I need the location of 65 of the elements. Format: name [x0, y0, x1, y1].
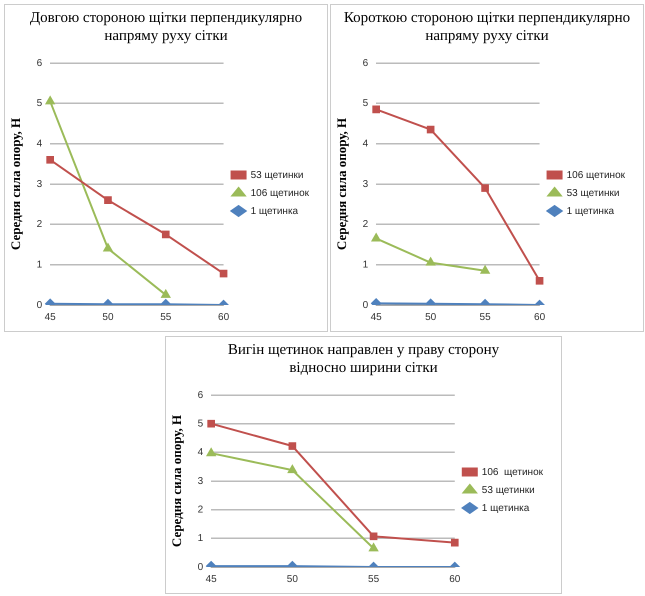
legend-label: 53 щетинки	[566, 188, 620, 199]
point	[480, 266, 490, 274]
legend-label: 1 щетинка	[482, 502, 530, 514]
point	[161, 290, 170, 298]
x-tick-label: 45	[44, 312, 56, 323]
x-tick-label: 45	[206, 574, 218, 585]
point	[46, 156, 54, 164]
point	[372, 233, 381, 242]
x-tick-label: 50	[425, 312, 437, 323]
legend-label: 1 щетинка	[250, 206, 299, 217]
point	[288, 442, 296, 450]
y-tick-label: 6	[198, 390, 204, 401]
y-tick-label: 2	[36, 219, 43, 230]
y-tick-label: 6	[362, 58, 369, 69]
y-tick-label: 1	[198, 533, 204, 544]
y-tick-label: 2	[362, 219, 369, 230]
y-tick-label: 4	[36, 138, 43, 150]
x-tick-label: 50	[102, 312, 114, 323]
y-tick-label: 6	[36, 58, 43, 69]
point	[426, 258, 436, 266]
legend-label: 106 щетинок	[482, 466, 544, 478]
y-tick-label: 3	[36, 178, 43, 190]
x-tick-label: 60	[218, 312, 230, 323]
y-tick-label: 5	[362, 98, 369, 110]
legend-label: 106 щетинок	[250, 188, 310, 199]
y-axis-title: Середня сила опору, Н	[8, 118, 24, 250]
y-tick-label: 2	[198, 504, 204, 516]
point	[220, 270, 228, 278]
chart-title: Довгою стороною щітки перпендикулярно напряму руху сітки	[28, 9, 304, 45]
legend-label: 53 щетинки	[250, 170, 304, 181]
y-tick-label: 0	[362, 300, 369, 311]
legend-label: 106 щетинок	[566, 170, 626, 181]
point	[369, 543, 378, 552]
y-axis-title: Середня сила опору, Н	[169, 414, 184, 548]
y-tick-label: 0	[198, 562, 204, 573]
x-tick-label: 55	[368, 574, 380, 585]
point	[162, 230, 170, 238]
point	[104, 244, 112, 252]
y-axis-title: Середня сила опору, Н	[334, 118, 350, 250]
x-tick-label: 45	[370, 312, 382, 323]
y-tick-label: 4	[198, 447, 204, 458]
y-tick-label: 1	[362, 259, 369, 270]
point	[372, 106, 380, 114]
x-tick-label: 60	[534, 312, 546, 323]
y-tick-label: 5	[36, 98, 43, 110]
legend-label: 1 щетинка	[566, 206, 615, 217]
point	[104, 196, 112, 204]
chart-title: Короткою стороною щітки перпендикулярно напряму руху сітки	[342, 9, 632, 45]
point	[207, 420, 215, 428]
x-tick-label: 55	[160, 312, 172, 323]
x-tick-label: 60	[449, 574, 461, 585]
y-tick-label: 4	[362, 138, 369, 150]
point	[206, 448, 216, 456]
chart-title: Вигін щетинок направлен у праву сторону відносно ширини сітки	[226, 341, 500, 377]
y-tick-label: 3	[198, 476, 204, 487]
point	[426, 126, 434, 134]
x-tick-label: 55	[480, 312, 492, 323]
point	[288, 465, 297, 474]
y-tick-label: 0	[36, 300, 43, 311]
y-tick-label: 3	[362, 178, 369, 190]
y-tick-label: 5	[198, 418, 204, 430]
point	[481, 184, 489, 192]
y-tick-label: 1	[36, 259, 43, 270]
legend-label: 53 щетинки	[482, 484, 535, 496]
x-tick-label: 50	[286, 574, 298, 585]
